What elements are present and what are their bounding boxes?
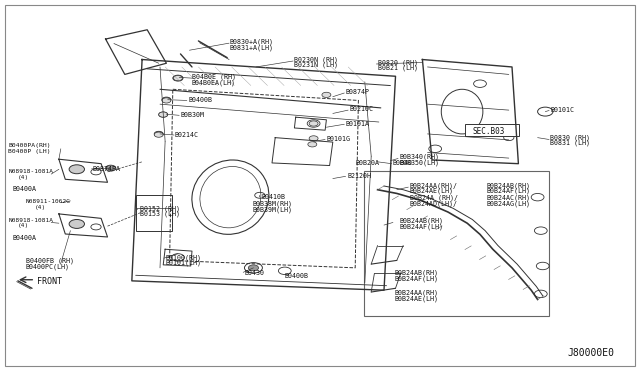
Circle shape <box>69 165 84 174</box>
Text: SEC.B03: SEC.B03 <box>473 127 506 136</box>
Text: N08918-1081A: N08918-1081A <box>8 218 53 223</box>
Text: B0B24AE(LH): B0B24AE(LH) <box>410 187 454 194</box>
Text: B0B24AB(RH): B0B24AB(RH) <box>394 269 438 276</box>
Circle shape <box>159 112 168 117</box>
Text: B0230N (RH): B0230N (RH) <box>294 56 339 63</box>
Text: B0B24A (RH)/: B0B24A (RH)/ <box>410 195 458 201</box>
Circle shape <box>309 136 318 141</box>
Text: B0B24AB(RH): B0B24AB(RH) <box>486 182 531 189</box>
Text: B0831 (LH): B0831 (LH) <box>550 140 590 147</box>
Text: B0B20A: B0B20A <box>356 160 380 166</box>
Bar <box>136 195 172 231</box>
Circle shape <box>162 98 171 103</box>
Text: B0B24AA(RH): B0B24AA(RH) <box>394 289 438 296</box>
Text: B0874P: B0874P <box>346 89 370 95</box>
Text: B0830+A(RH): B0830+A(RH) <box>229 39 273 45</box>
Circle shape <box>69 219 84 228</box>
Text: B04B0E (RH): B04B0E (RH) <box>192 74 236 80</box>
Text: B0B38M(RH): B0B38M(RH) <box>253 201 293 207</box>
Text: B0B40: B0B40 <box>393 160 413 166</box>
Text: B0400PA(RH): B0400PA(RH) <box>8 143 51 148</box>
Text: B0400B: B0400B <box>189 97 212 103</box>
Text: B0430: B0430 <box>244 270 264 276</box>
Text: B0B24AF(LH): B0B24AF(LH) <box>486 187 531 194</box>
Text: B0B24AA(RH)/: B0B24AA(RH)/ <box>410 182 458 189</box>
Text: B0B39M(LH): B0B39M(LH) <box>253 206 293 213</box>
Text: B0B24AF(LH): B0B24AF(LH) <box>399 223 444 230</box>
Text: B0830 (RH): B0830 (RH) <box>550 134 590 141</box>
Text: B0B21 (LH): B0B21 (LH) <box>378 65 417 71</box>
Text: (4): (4) <box>18 174 29 180</box>
Text: B0400A: B0400A <box>13 235 36 241</box>
Text: B0400FB (RH): B0400FB (RH) <box>26 258 74 264</box>
Text: B0B24AE(LH): B0B24AE(LH) <box>394 295 438 302</box>
Text: B0B24AG(LH): B0B24AG(LH) <box>486 200 531 207</box>
Text: B0210C: B0210C <box>349 106 374 112</box>
Text: B0100(RH): B0100(RH) <box>165 254 201 261</box>
Text: B0820 (RH): B0820 (RH) <box>378 59 417 66</box>
Text: B0400B: B0400B <box>285 273 309 279</box>
Text: B0B24AC(RH): B0B24AC(RH) <box>486 195 531 201</box>
Text: (4): (4) <box>18 223 29 228</box>
Circle shape <box>309 121 318 126</box>
Circle shape <box>308 142 317 147</box>
Text: FRONT: FRONT <box>37 277 62 286</box>
Text: B0B350(LH): B0B350(LH) <box>399 159 440 166</box>
Text: B0400A: B0400A <box>13 186 36 192</box>
Text: B0101C: B0101C <box>550 107 575 113</box>
Text: B0214C: B0214C <box>174 132 198 138</box>
Text: B2120H: B2120H <box>348 173 372 179</box>
Text: N08911-1062G: N08911-1062G <box>26 199 70 205</box>
Text: B0153 (LH): B0153 (LH) <box>140 211 179 217</box>
Bar <box>364 171 549 316</box>
Text: B0231N (LH): B0231N (LH) <box>294 62 339 68</box>
Text: B0B24AF(LH): B0B24AF(LH) <box>394 275 438 282</box>
Text: B0B30M: B0B30M <box>180 112 205 118</box>
Text: B0101(LH): B0101(LH) <box>165 260 201 266</box>
Circle shape <box>162 97 171 102</box>
Text: B0B24AB(RH): B0B24AB(RH) <box>399 218 444 224</box>
Text: B0152 (RH): B0152 (RH) <box>140 205 179 212</box>
Text: B0400P (LH): B0400P (LH) <box>8 149 51 154</box>
Circle shape <box>322 92 331 97</box>
Text: J80000E0: J80000E0 <box>568 348 614 357</box>
Text: B0101A: B0101A <box>346 121 370 126</box>
Circle shape <box>154 131 163 137</box>
Circle shape <box>159 112 168 117</box>
Text: B0B24AD(LH)/: B0B24AD(LH)/ <box>410 200 458 207</box>
Text: B0B340(RH): B0B340(RH) <box>399 154 440 160</box>
Text: B0831+A(LH): B0831+A(LH) <box>229 44 273 51</box>
Text: B0410B: B0410B <box>261 194 285 200</box>
Text: B0874PA: B0874PA <box>93 166 121 171</box>
Circle shape <box>248 265 259 271</box>
Circle shape <box>173 75 183 81</box>
Text: B0101G: B0101G <box>326 136 351 142</box>
Circle shape <box>106 165 116 171</box>
Circle shape <box>154 132 163 137</box>
Circle shape <box>173 76 182 81</box>
Text: B0400PC(LH): B0400PC(LH) <box>26 263 70 270</box>
Bar <box>465 124 519 136</box>
Text: (4): (4) <box>35 205 47 210</box>
Text: B04B0EA(LH): B04B0EA(LH) <box>192 79 236 86</box>
Text: N08918-1081A: N08918-1081A <box>8 169 53 174</box>
